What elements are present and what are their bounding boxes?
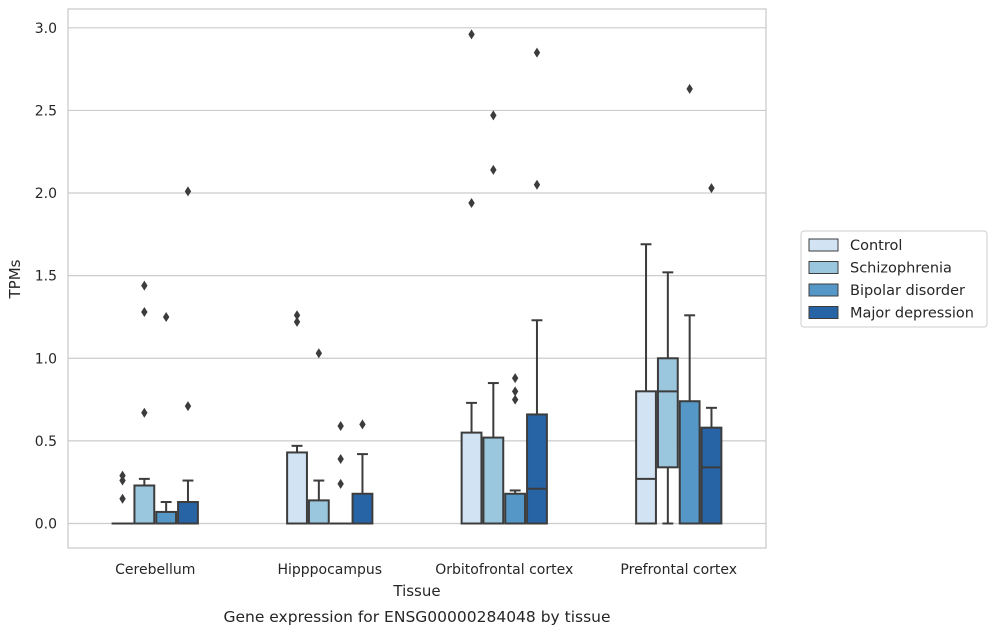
x-tick-label: Cerebellum <box>115 562 195 578</box>
outlier-point <box>337 421 344 432</box>
legend-swatch <box>808 283 839 297</box>
figure-caption: Gene expression for ENSG00000284048 by t… <box>223 608 610 626</box>
y-tick-label: 0.5 <box>35 434 57 450</box>
outlier-point <box>315 348 323 359</box>
outlier-point <box>533 179 541 190</box>
plot-frame <box>67 8 767 549</box>
box-orbitofrontal-cortex-control <box>460 29 483 525</box>
outlier-point <box>141 407 148 418</box>
gridlines <box>68 27 766 525</box>
box-body <box>155 510 178 525</box>
legend-item-major-depression: Major depression <box>808 306 974 322</box>
legend-swatch <box>808 238 839 252</box>
y-axis-title: TPMs <box>6 259 24 299</box>
box-body <box>307 499 330 525</box>
outlier-point <box>511 373 519 384</box>
box-body <box>351 492 374 525</box>
box-body <box>526 413 548 525</box>
box-cerebellum-schizophrenia <box>133 280 156 525</box>
outlier-point <box>511 394 519 405</box>
y-tick-label: 2.5 <box>35 103 57 119</box>
box-cerebellum-major-depression <box>177 186 199 525</box>
legend-label: Major depression <box>850 306 974 322</box>
box-prefrontal-cortex-major-depression <box>700 183 723 525</box>
box-cerebellum-control <box>111 470 134 525</box>
outlier-point <box>686 83 693 94</box>
box-body <box>460 431 483 525</box>
outlier-point <box>184 186 192 197</box>
outlier-point <box>511 386 519 397</box>
outlier-point <box>490 164 497 175</box>
x-tick-label: Prefrontal cortex <box>620 562 737 578</box>
outlier-point <box>337 478 344 489</box>
box-body <box>635 390 657 525</box>
outlier-point <box>162 311 170 322</box>
box-body <box>656 357 679 469</box>
x-axis-title: Tissue <box>392 582 440 600</box>
outlier-point <box>359 419 366 430</box>
outlier-point <box>337 454 344 465</box>
box-body <box>678 400 701 525</box>
legend-frame <box>800 230 988 328</box>
y-tick-label: 0.0 <box>35 517 57 533</box>
box-body <box>700 426 723 525</box>
box-orbitofrontal-cortex-schizophrenia <box>482 110 505 525</box>
outlier-point <box>141 280 148 291</box>
y-tick-label: 1.0 <box>35 351 57 367</box>
x-tick-label: Hipppocampus <box>277 562 382 578</box>
outlier-point <box>708 183 715 194</box>
legend-label: Bipolar disorder <box>850 283 965 299</box>
box-cerebellum-bipolar-disorder <box>155 311 178 525</box>
box-orbitofrontal-cortex-bipolar-disorder <box>504 373 527 525</box>
box-body <box>504 492 527 525</box>
x-tick-label: Orbitofrontal cortex <box>435 562 573 578</box>
outlier-point <box>490 110 497 121</box>
box-prefrontal-cortex-schizophrenia <box>656 271 679 525</box>
y-tick-label: 2.0 <box>35 186 57 202</box>
outlier-point <box>468 29 475 40</box>
box-prefrontal-cortex-bipolar-disorder <box>678 83 701 525</box>
outlier-point <box>119 475 126 486</box>
outlier-point <box>293 310 301 321</box>
y-tick-labels: 0.0 0.5 1.0 1.5 2.0 2.5 3.0 <box>35 21 57 533</box>
box-body <box>133 484 156 525</box>
legend-swatch <box>808 261 839 274</box>
box-hipppocampus-schizophrenia <box>307 348 330 525</box>
box-hipppocampus-bipolar-disorder <box>329 421 352 525</box>
boxes-layer <box>111 29 723 525</box>
legend: Control Schizophrenia Bipolar disorder Majo… <box>800 230 988 328</box>
legend-item-schizophrenia: Schizophrenia <box>808 261 952 277</box>
legend-label: Schizophrenia <box>850 261 952 277</box>
y-tick-label: 3.0 <box>35 21 57 37</box>
legend-item-bipolar-disorder: Bipolar disorder <box>808 283 965 299</box>
box-hipppocampus-control <box>286 310 308 525</box>
outlier-point <box>468 197 475 208</box>
box-orbitofrontal-cortex-major-depression <box>526 47 548 525</box>
outlier-point <box>293 316 301 327</box>
y-tick-label: 1.5 <box>35 269 57 285</box>
box-hipppocampus-major-depression <box>351 419 374 525</box>
box-prefrontal-cortex-control <box>635 243 657 525</box>
legend-swatch <box>808 306 839 319</box>
legend-item-control: Control <box>808 238 902 254</box>
legend-label: Control <box>850 238 902 254</box>
outlier-point <box>119 493 126 504</box>
outlier-point <box>141 307 148 318</box>
box-body <box>177 501 199 525</box>
box-body <box>286 451 308 525</box>
x-tick-labels: Cerebellum Hipppocampus Orbitofrontal cort… <box>115 562 737 578</box>
box-body <box>482 436 505 525</box>
outlier-point <box>533 47 541 58</box>
outlier-point <box>184 401 192 412</box>
